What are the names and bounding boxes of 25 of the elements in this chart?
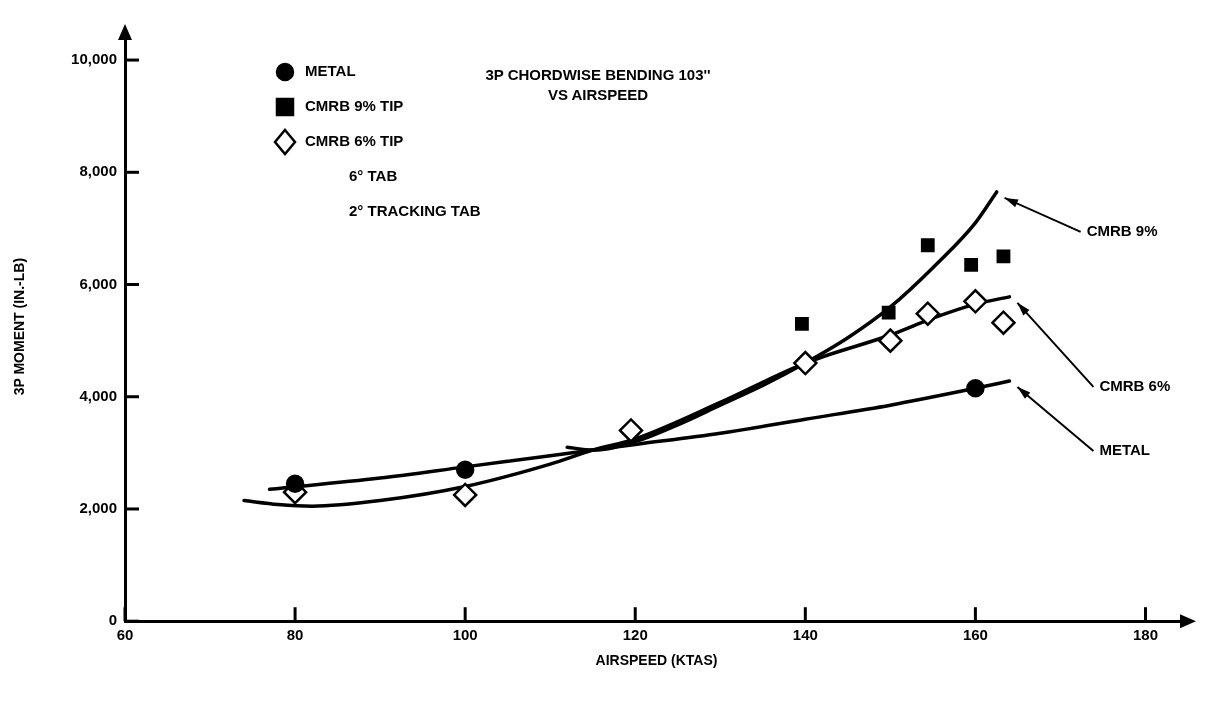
annotation: CMRB 6% [1099,377,1171,394]
x-tick-label: 100 [452,626,478,644]
y-axis-title: 3P MOMENT (IN.-LB) [11,257,28,396]
y-tick-label: 4,000 [79,386,117,404]
y-tick-label: 10,000 [71,50,117,68]
y-tick-label: 2,000 [79,499,117,517]
legend-label: CMRB 9% TIP [305,97,404,115]
x-tick-label: 140 [792,626,818,644]
x-tick-label: 180 [1132,626,1158,644]
x-tick-label: 120 [622,626,648,644]
x-tick-label: 160 [962,626,988,644]
annotation: 2° TRACKING TAB [349,202,481,220]
x-axis-title: AIRSPEED (KTAS) [595,652,718,669]
annotation: CMRB 9% [1086,222,1158,240]
annotation: 6° TAB [349,167,398,185]
x-tick-label: 80 [286,626,304,644]
legend-label: CMRB 6% TIP [305,132,404,150]
y-tick-label: 8,000 [79,162,117,180]
legend-label: METAL [305,62,356,80]
annotation: METAL [1099,441,1150,459]
text: VS AIRSPEED [547,86,649,104]
y-tick-label: 0 [108,611,117,629]
y-tick-label: 6,000 [79,274,117,292]
x-tick-label: 60 [116,626,134,644]
text: 3P CHORDWISE BENDING 103'' [485,66,711,84]
